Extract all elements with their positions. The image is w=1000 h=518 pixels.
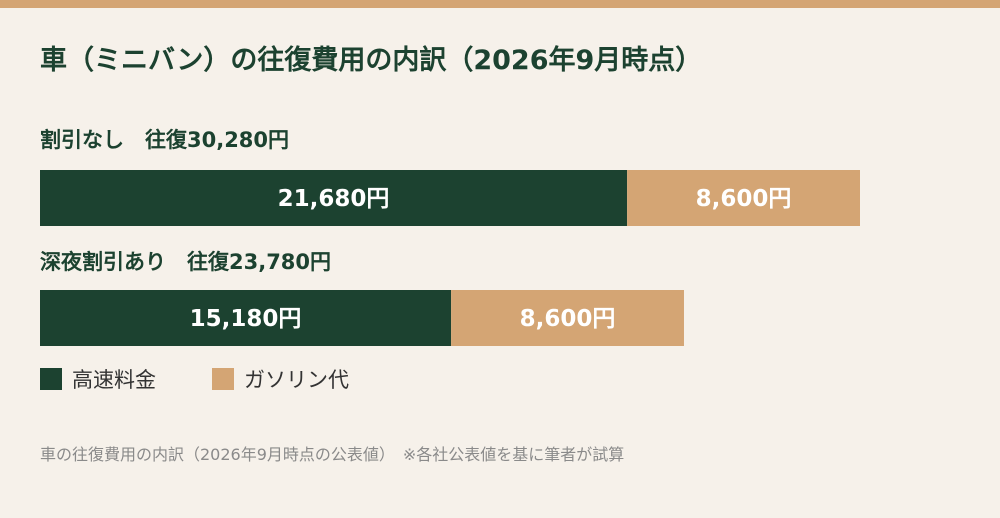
bar-highway-0	[40, 170, 628, 226]
legend-item-gasoline: ガソリン代	[212, 364, 349, 394]
chart-title: 車（ミニバン）の往復費用の内訳（2026年9月時点）	[40, 45, 703, 76]
bar-label-gasoline-0: 8,600円	[696, 186, 792, 212]
legend-item-highway: 高速料金	[40, 364, 156, 394]
legend-label-gasoline: ガソリン代	[244, 368, 349, 392]
legend-swatch-gasoline	[212, 368, 234, 390]
bar-label-highway-0: 21,680円	[278, 186, 390, 212]
legend-swatch-highway	[40, 368, 62, 390]
bar-label-highway-1: 15,180円	[190, 306, 302, 332]
legend-label-highway: 高速料金	[72, 368, 156, 392]
row-label-no-discount: 割引なし 往復30,280円	[40, 128, 290, 152]
bar-gasoline-1	[451, 290, 684, 346]
bar-gasoline-0	[627, 170, 860, 226]
bar-label-gasoline-1: 8,600円	[520, 306, 616, 332]
footer-note: 車の往復費用の内訳（2026年9月時点の公表値） ※各社公表値を基に筆者が試算	[40, 445, 625, 464]
legend: 高速料金 ガソリン代	[40, 362, 405, 396]
top-accent-bar	[0, 0, 1000, 8]
row-label-night-discount: 深夜割引あり 往復23,780円	[40, 250, 332, 274]
bar-highway-1	[40, 290, 452, 346]
